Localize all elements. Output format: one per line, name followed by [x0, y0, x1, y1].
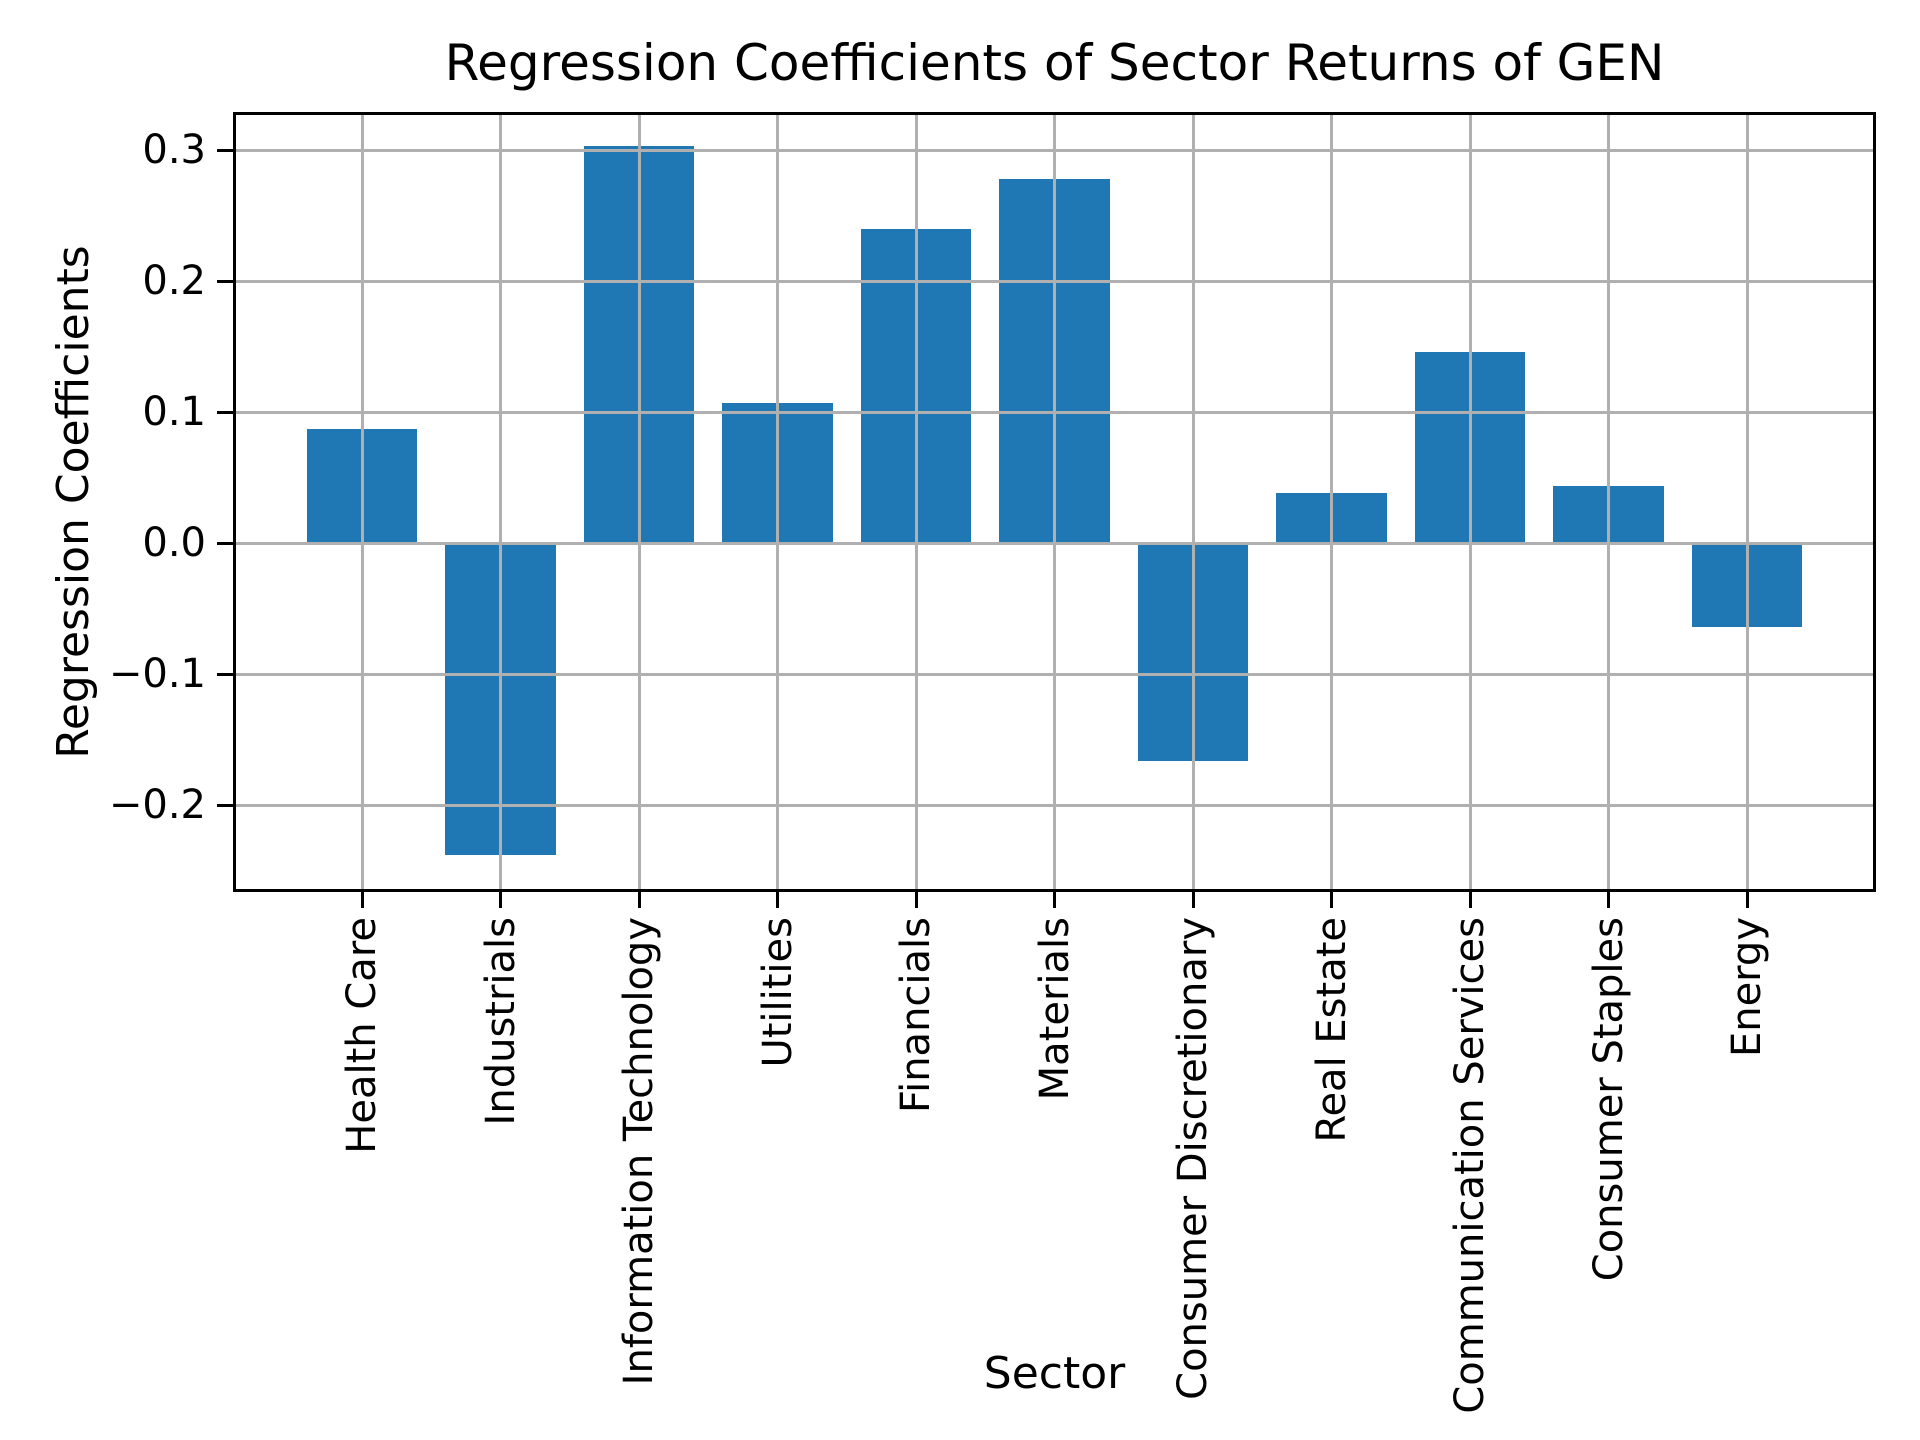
x-tick-label: Industrials	[477, 917, 524, 1126]
x-tick	[637, 892, 641, 908]
x-tick-label: Communication Services	[1447, 917, 1493, 1414]
x-tick-label: Health Care	[339, 917, 385, 1154]
chart-title: Regression Coefficients of Sector Return…	[444, 34, 1665, 92]
x-gridline	[1330, 112, 1333, 892]
y-tick-label: −0.2	[108, 782, 206, 829]
x-tick-label: Energy	[1724, 917, 1770, 1058]
x-tick	[1330, 892, 1333, 908]
x-tick-label: Financials	[893, 917, 939, 1113]
x-axis-label: Sector	[983, 1348, 1126, 1399]
y-tick-label: 0.3	[142, 127, 206, 174]
x-tick-label: Real Estate	[1308, 917, 1355, 1143]
y-tick	[217, 148, 233, 152]
x-gridline	[1468, 112, 1472, 892]
x-tick	[360, 892, 364, 908]
x-tick-label: Consumer Staples	[1585, 917, 1632, 1282]
y-tick-label: 0.0	[142, 520, 206, 567]
y-tick	[217, 410, 233, 414]
x-tick-label: Consumer Discretionary	[1170, 917, 1216, 1400]
x-tick	[1053, 892, 1056, 908]
x-gridline	[637, 112, 641, 892]
x-gridline	[776, 112, 779, 892]
x-tick-label: Information Technology	[616, 917, 662, 1386]
x-gridline	[499, 112, 502, 892]
y-tick-label: 0.1	[142, 389, 206, 436]
x-tick	[1745, 892, 1749, 908]
y-tick-label: −0.1	[108, 651, 206, 698]
y-tick-label: 0.2	[142, 258, 206, 305]
x-tick-label: Utilities	[754, 917, 801, 1068]
x-tick	[776, 892, 779, 908]
y-tick	[217, 541, 233, 545]
x-gridline	[1053, 112, 1056, 892]
x-gridline	[1745, 112, 1749, 892]
x-tick	[499, 892, 502, 908]
x-tick-label: Materials	[1031, 917, 1078, 1101]
x-tick	[1607, 892, 1610, 908]
x-tick	[1191, 892, 1195, 908]
x-gridline	[1607, 112, 1610, 892]
y-tick	[217, 279, 233, 283]
y-tick	[217, 672, 233, 676]
x-gridline	[360, 112, 364, 892]
x-gridline	[1191, 112, 1195, 892]
x-tick	[914, 892, 918, 908]
plot-area	[233, 112, 1876, 892]
x-gridline	[914, 112, 918, 892]
x-tick	[1468, 892, 1472, 908]
y-tick	[217, 803, 233, 807]
